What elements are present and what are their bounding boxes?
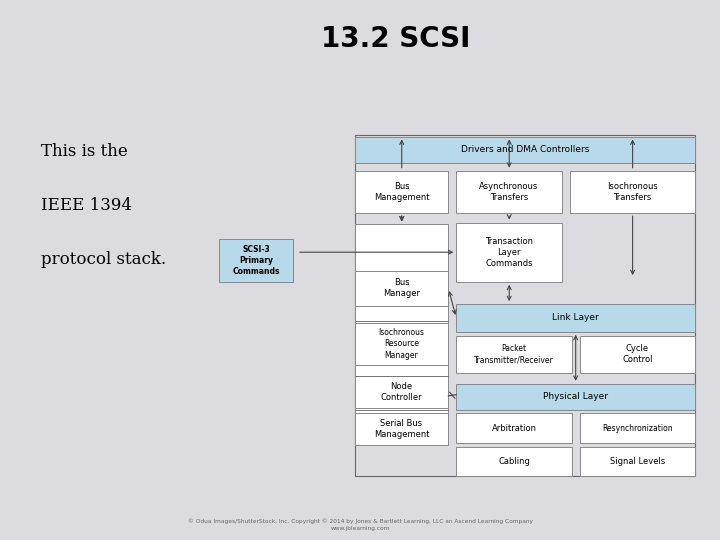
Text: Node
Controller: Node Controller (381, 382, 423, 402)
Text: Asynchronous
Transfers: Asynchronous Transfers (480, 182, 539, 202)
Text: © Odua Images/ShutterStock, Inc. Copyright © 2014 by Jones & Bartlett Learning, : © Odua Images/ShutterStock, Inc. Copyrig… (187, 518, 533, 524)
Text: Cabling: Cabling (498, 457, 530, 466)
Bar (456, 171, 562, 213)
Text: protocol stack.: protocol stack. (41, 251, 166, 268)
Bar (355, 271, 449, 306)
Text: Resynchronization: Resynchronization (602, 424, 672, 433)
Text: This is the: This is the (41, 143, 127, 160)
Bar (355, 171, 449, 213)
Bar (456, 304, 695, 332)
Text: Serial Bus
Management: Serial Bus Management (374, 419, 429, 439)
Bar (355, 322, 449, 365)
Bar (456, 447, 572, 476)
Bar (580, 414, 695, 443)
Text: Bus
Manager: Bus Manager (383, 278, 420, 299)
Text: Transaction
Layer
Commands: Transaction Layer Commands (485, 237, 533, 268)
Text: Drivers and DMA Controllers: Drivers and DMA Controllers (461, 145, 589, 154)
Text: SCSI-3
Primary
Commands: SCSI-3 Primary Commands (233, 245, 280, 276)
Text: Bus
Management: Bus Management (374, 182, 429, 202)
Bar (456, 335, 572, 373)
Bar (580, 335, 695, 373)
Text: Isochronous
Transfers: Isochronous Transfers (607, 182, 658, 202)
Text: www.jblearning.com: www.jblearning.com (330, 526, 390, 531)
Text: Arbitration: Arbitration (492, 424, 536, 433)
Text: Link Layer: Link Layer (552, 314, 599, 322)
Bar (570, 171, 695, 213)
Text: IEEE 1394: IEEE 1394 (41, 197, 132, 214)
Bar (456, 414, 572, 443)
Bar (220, 239, 293, 282)
Bar (355, 376, 449, 408)
Text: Physical Layer: Physical Layer (543, 392, 608, 401)
Bar (456, 222, 562, 282)
Text: Cycle
Control: Cycle Control (622, 344, 652, 364)
Bar (580, 447, 695, 476)
Text: Isochronous
Resource
Manager: Isochronous Resource Manager (379, 328, 425, 360)
Bar (355, 136, 695, 476)
Bar (355, 414, 449, 445)
Text: Signal Levels: Signal Levels (610, 457, 665, 466)
Text: 13.2 SCSI: 13.2 SCSI (321, 25, 471, 53)
Bar (456, 384, 695, 410)
Bar (355, 137, 695, 163)
Bar (355, 225, 449, 445)
Text: Packet
Transmitter/Receiver: Packet Transmitter/Receiver (474, 344, 554, 364)
